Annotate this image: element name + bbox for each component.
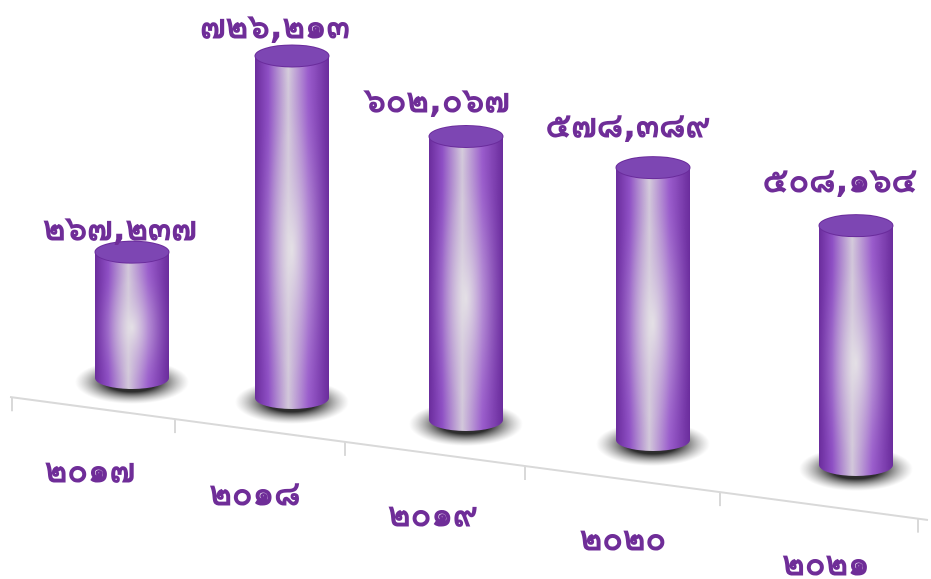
x-tick-label: ๒๐๑๙ — [388, 495, 478, 535]
bar-top — [254, 44, 330, 68]
bar-glow — [255, 56, 329, 409]
x-axis-line — [9, 396, 929, 521]
bar — [799, 214, 913, 491]
bar-top — [818, 214, 894, 238]
bar-top — [428, 124, 504, 148]
data-label: ๖๐๒,๐๖๗ — [362, 81, 510, 121]
bar-glow — [429, 136, 503, 431]
data-label: ๒๖๗,๒๓๗ — [43, 209, 197, 249]
bar-top — [94, 240, 170, 264]
bar — [409, 124, 523, 446]
x-tick-label: ๒๐๒๐ — [580, 519, 666, 559]
bar — [235, 44, 349, 424]
bars — [75, 44, 913, 491]
bar-glow — [819, 225, 893, 476]
bar — [596, 156, 710, 466]
x-tick-label: ๒๐๒๑ — [782, 544, 869, 579]
bar-glow — [95, 252, 169, 389]
bar-top — [615, 156, 691, 180]
x-tick-label: ๒๐๑๘ — [210, 474, 301, 514]
x-tick-label: ๒๐๑๗ — [45, 451, 135, 491]
data-label: ๕๐๘,๑๖๔ — [763, 161, 918, 201]
data-label: ๗๒๖,๒๑๓ — [200, 7, 350, 47]
bar — [75, 240, 189, 404]
data-label: ๕๗๘,๓๘๙ — [546, 106, 711, 146]
bar-glow — [616, 167, 690, 452]
x-axis — [9, 396, 929, 533]
